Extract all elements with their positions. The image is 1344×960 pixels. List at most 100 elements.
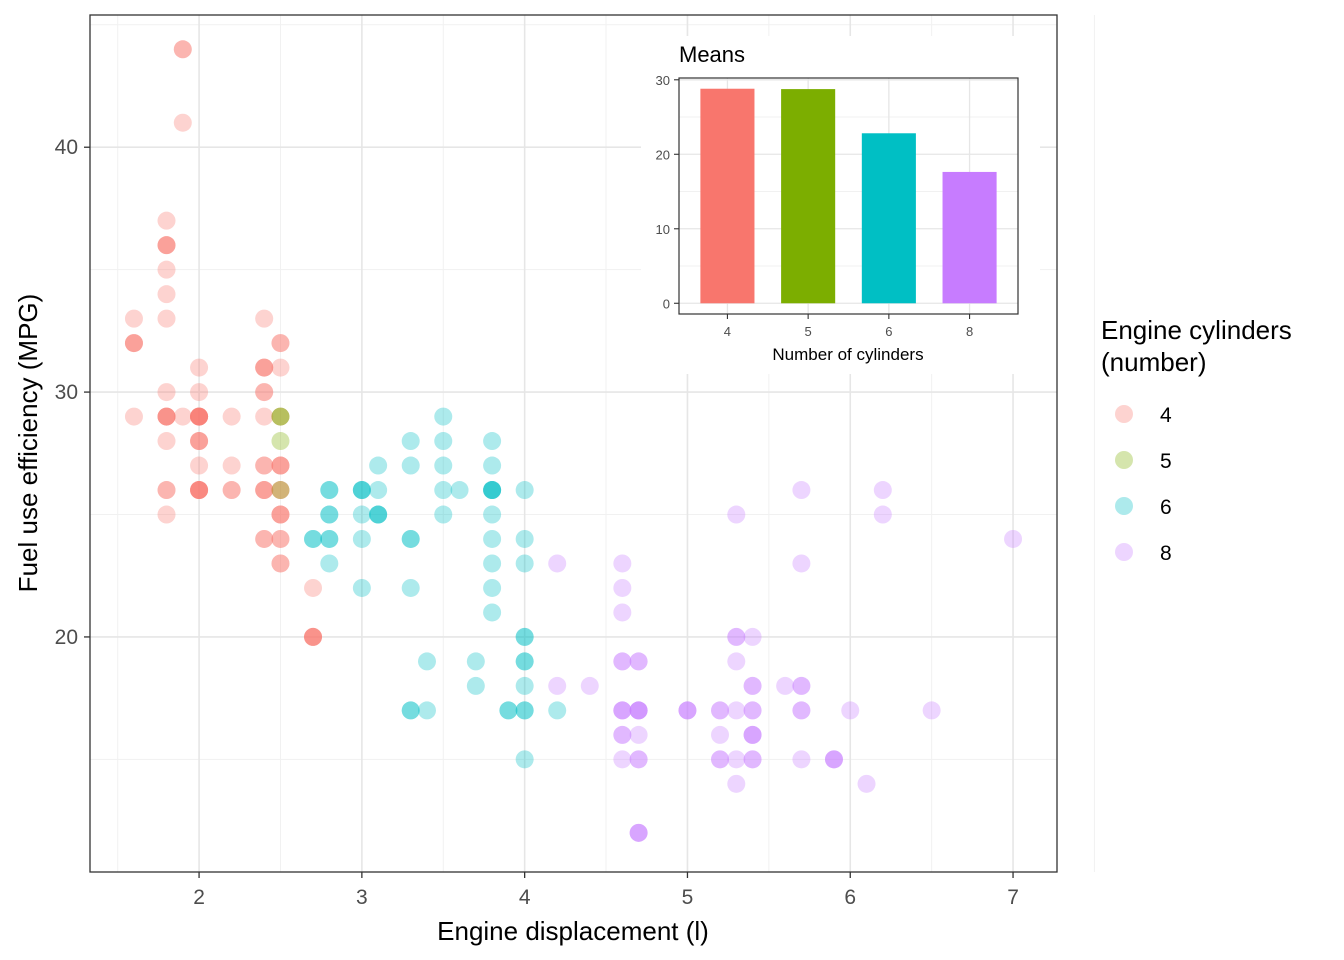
x-tick-label: 3 — [356, 886, 368, 909]
scatter-point-cyl-4 — [271, 456, 290, 475]
inset-bar-chart: Means 4 5 6 8 0 10 20 30 Number of cylinders — [641, 36, 1040, 374]
inset-bars — [700, 88, 997, 304]
scatter-point-cyl-8 — [613, 725, 632, 744]
scatter-point-cyl-6 — [499, 701, 518, 720]
scatter-point-cyl-8 — [792, 701, 811, 720]
x-tick-label: 5 — [682, 886, 694, 909]
scatter-point-cyl-6 — [352, 481, 371, 500]
scatter-point-cyl-4 — [190, 358, 209, 377]
scatter-point-cyl-4 — [222, 456, 241, 475]
scatter-point-cyl-6 — [483, 432, 502, 451]
scatter-point-cyl-8 — [711, 725, 730, 744]
scatter-point-cyl-6 — [483, 481, 502, 500]
scatter-point-cyl-6 — [515, 701, 534, 720]
scatter-point-cyl-6 — [515, 529, 534, 548]
inset-x-tick-label: 8 — [966, 324, 973, 339]
scatter-point-cyl-4 — [255, 358, 274, 377]
scatter-point-cyl-8 — [743, 676, 762, 695]
scatter-panel-border — [89, 14, 1058, 873]
scatter-point-cyl-6 — [369, 481, 388, 500]
legend-label-cyl-5: 5 — [1160, 450, 1172, 473]
scatter-point-cyl-4 — [190, 383, 209, 402]
scatter-point-cyl-8 — [727, 774, 746, 793]
scatter-point-cyl-6 — [434, 505, 453, 524]
scatter-point-cyl-4 — [190, 407, 209, 426]
scatter-point-cyl-8 — [548, 554, 567, 573]
scatter-point-cyl-6 — [352, 481, 371, 500]
scatter-point-cyl-4 — [190, 407, 209, 426]
scatter-point-cyl-4 — [304, 578, 323, 597]
scatter-point-cyl-4 — [271, 456, 290, 475]
scatter-point-cyl-8 — [629, 823, 648, 842]
scatter-point-cyl-8 — [678, 701, 697, 720]
y-tick-label: 30 — [55, 381, 78, 404]
scatter-point-cyl-4 — [190, 481, 209, 500]
scatter-point-cyl-6 — [417, 652, 436, 671]
scatter-point-cyl-4 — [157, 505, 176, 524]
scatter-point-cyl-4 — [304, 627, 323, 646]
scatter-point-cyl-8 — [792, 750, 811, 769]
scatter-point-cyl-4 — [255, 529, 274, 548]
legend-key-cyl-6 — [1115, 497, 1133, 515]
scatter-point-cyl-6 — [434, 456, 453, 475]
scatter-point-cyl-6 — [515, 481, 534, 500]
inset-x-axis-title: Number of cylinders — [772, 345, 923, 364]
scatter-point-cyl-8 — [548, 676, 567, 695]
scatter-point-cyl-8 — [613, 603, 632, 622]
scatter-point-cyl-4 — [271, 456, 290, 475]
scatter-point-cyl-4 — [157, 260, 176, 279]
scatter-point-cyl-8 — [743, 627, 762, 646]
scatter-point-cyl-4 — [190, 432, 209, 451]
scatter-point-cyl-6 — [515, 652, 534, 671]
scatter-point-cyl-8 — [727, 701, 746, 720]
scatter-point-cyl-6 — [483, 481, 502, 500]
inset-y-tick-label: 20 — [656, 147, 670, 162]
x-tick-label: 4 — [519, 886, 531, 909]
scatter-point-cyl-6 — [401, 529, 420, 548]
scatter-point-cyl-5 — [271, 432, 290, 451]
scatter-point-cyl-8 — [743, 725, 762, 744]
scatter-point-cyl-8 — [629, 750, 648, 769]
scatter-point-cyl-4 — [190, 432, 209, 451]
legend-label-cyl-8: 8 — [1160, 542, 1172, 565]
scatter-point-cyl-8 — [727, 505, 746, 524]
scatter-point-cyl-6 — [401, 456, 420, 475]
scatter-point-cyl-6 — [499, 701, 518, 720]
scatter-point-cyl-4 — [271, 481, 290, 500]
scatter-point-cyl-6 — [548, 701, 567, 720]
scatter-point-cyl-4 — [157, 285, 176, 304]
scatter-point-cyl-8 — [743, 750, 762, 769]
scatter-point-cyl-6 — [515, 554, 534, 573]
scatter-point-cyl-4 — [190, 407, 209, 426]
scatter-point-cyl-8 — [629, 823, 648, 842]
scatter-point-cyl-6 — [434, 481, 453, 500]
scatter-point-cyl-6 — [352, 481, 371, 500]
scatter-point-cyl-8 — [743, 676, 762, 695]
y-axis-ticks: 20 30 40 — [55, 136, 90, 649]
scatter-point-cyl-6 — [515, 750, 534, 769]
scatter-point-cyl-4 — [173, 407, 192, 426]
scatter-point-cyl-8 — [922, 701, 941, 720]
scatter-point-cyl-8 — [857, 774, 876, 793]
scatter-point-cyl-6 — [483, 603, 502, 622]
scatter-point-cyl-8 — [678, 701, 697, 720]
scatter-point-cyl-4 — [190, 481, 209, 500]
scatter-point-cyl-4 — [255, 529, 274, 548]
scatter-point-cyl-8 — [727, 627, 746, 646]
inset-x-tick-label: 5 — [805, 324, 812, 339]
scatter-point-cyl-4 — [190, 481, 209, 500]
legend-label-cyl-6: 6 — [1160, 496, 1172, 519]
scatter-point-cyl-8 — [873, 481, 892, 500]
scatter-point-cyl-6 — [369, 456, 388, 475]
scatter-point-cyl-8 — [678, 701, 697, 720]
scatter-point-cyl-4 — [157, 407, 176, 426]
scatter-point-cyl-6 — [304, 529, 323, 548]
inset-bar-cyl-6 — [861, 133, 916, 304]
scatter-point-cyl-4 — [157, 236, 176, 255]
scatter-point-cyl-4 — [255, 358, 274, 377]
scatter-point-cyl-6 — [515, 701, 534, 720]
x-axis-title: Engine displacement (l) — [437, 916, 709, 946]
inset-bar-cyl-4 — [700, 88, 755, 304]
y-tick-label: 20 — [55, 626, 78, 649]
